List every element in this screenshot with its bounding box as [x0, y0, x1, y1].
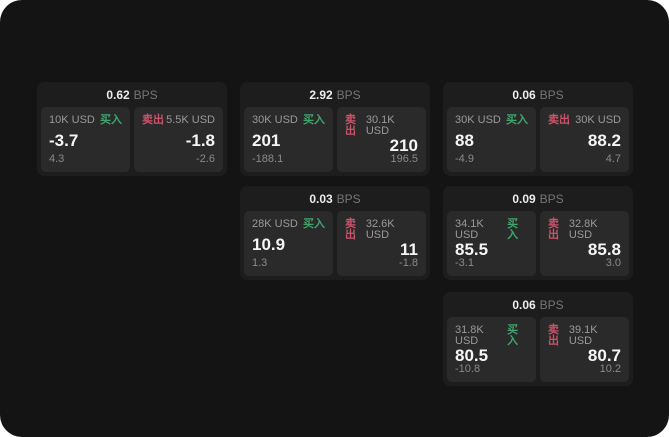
- quote-card: 0.09 BPS 34.1K USD 买入 85.5 -3.1 卖出 32.8K…: [443, 186, 633, 280]
- sell-delta: 4.7: [605, 153, 621, 165]
- buy-side-label: 买入: [506, 114, 528, 126]
- buy-panel[interactable]: 30K USD 买入 201 -188.1: [244, 107, 333, 172]
- buy-side-label: 买入: [100, 114, 122, 126]
- quote-card: 0.62 BPS 10K USD 买入 -3.7 4.3 卖出 5.5K USD…: [37, 82, 227, 176]
- sell-panel[interactable]: 卖出 32.6K USD 11 -1.8: [337, 211, 426, 276]
- buy-panel[interactable]: 34.1K USD 买入 85.5 -3.1: [447, 211, 536, 276]
- sell-delta: 3.0: [605, 257, 621, 269]
- sell-delta: -2.6: [196, 153, 215, 165]
- bps-unit-label: BPS: [539, 297, 564, 312]
- buy-price: 88: [455, 130, 474, 150]
- sell-delta: 10.2: [599, 363, 621, 375]
- sell-price: 11: [400, 240, 418, 259]
- buy-side-label: 买入: [507, 324, 519, 347]
- buy-side-label: 买入: [303, 218, 325, 230]
- buy-amount: 31.8K USD: [455, 324, 484, 347]
- buy-panel[interactable]: 30K USD 买入 88 -4.9: [447, 107, 536, 172]
- quote-card: 0.06 BPS 31.8K USD 买入 80.5 -10.8 卖出 39.1…: [443, 292, 633, 386]
- sell-amount: 30.1K USD: [365, 114, 395, 137]
- sell-price: 85.8: [587, 240, 621, 259]
- buy-delta: 4.3: [49, 153, 65, 165]
- buy-delta: -10.8: [455, 363, 481, 375]
- sell-price: 210: [389, 136, 418, 155]
- buy-delta: -188.1: [252, 153, 284, 165]
- sell-side-label: 卖出: [142, 114, 164, 126]
- sell-amount: 32.6K USD: [365, 218, 395, 241]
- bps-unit-label: BPS: [539, 191, 564, 206]
- buy-amount: 28K USD: [252, 218, 298, 230]
- buy-delta: 1.3: [252, 257, 268, 269]
- buy-delta: -3.1: [455, 257, 474, 269]
- bps-value: 0.03: [309, 191, 333, 206]
- bps-header: 0.06 BPS: [447, 82, 629, 107]
- sell-price: 80.7: [587, 346, 621, 365]
- sell-price: 88.2: [587, 130, 621, 150]
- buy-delta: -4.9: [455, 153, 474, 165]
- sell-side-label: 卖出: [345, 218, 356, 241]
- bps-header: 2.92 BPS: [244, 82, 426, 107]
- sell-price: -1.8: [185, 130, 215, 150]
- sell-delta: -1.8: [399, 257, 418, 269]
- sell-panel[interactable]: 卖出 30K USD 88.2 4.7: [540, 107, 629, 172]
- sell-panel[interactable]: 卖出 5.5K USD -1.8 -2.6: [134, 107, 223, 172]
- sell-amount: 39.1K USD: [568, 324, 598, 347]
- sell-side-label: 卖出: [548, 324, 559, 347]
- bps-unit-label: BPS: [539, 87, 564, 102]
- buy-price: 201: [252, 130, 281, 150]
- sell-amount: 30K USD: [575, 114, 621, 126]
- buy-panel[interactable]: 28K USD 买入 10.9 1.3: [244, 211, 333, 276]
- buy-amount: 34.1K USD: [455, 218, 484, 241]
- sell-panel[interactable]: 卖出 30.1K USD 210 196.5: [337, 107, 426, 172]
- quote-card: 0.06 BPS 30K USD 买入 88 -4.9 卖出 30K USD 8…: [443, 82, 633, 176]
- sell-side-label: 卖出: [548, 218, 559, 241]
- bps-header: 0.62 BPS: [41, 82, 223, 107]
- sell-side-label: 卖出: [345, 114, 356, 137]
- buy-price: 10.9: [252, 234, 286, 254]
- buy-panel[interactable]: 10K USD 买入 -3.7 4.3: [41, 107, 130, 172]
- buy-side-label: 买入: [303, 114, 325, 126]
- buy-amount: 10K USD: [49, 114, 95, 126]
- buy-amount: 30K USD: [455, 114, 501, 126]
- buy-amount: 30K USD: [252, 114, 298, 126]
- bps-header: 0.03 BPS: [244, 186, 426, 211]
- sell-panel[interactable]: 卖出 39.1K USD 80.7 10.2: [540, 317, 629, 382]
- quote-card: 0.03 BPS 28K USD 买入 10.9 1.3 卖出 32.6K US…: [240, 186, 430, 280]
- bps-unit-label: BPS: [336, 87, 361, 102]
- bps-value: 2.92: [309, 87, 333, 102]
- bps-value: 0.06: [512, 87, 536, 102]
- sell-delta: 196.5: [390, 153, 418, 165]
- buy-side-label: 买入: [507, 218, 519, 241]
- buy-panel[interactable]: 31.8K USD 买入 80.5 -10.8: [447, 317, 536, 382]
- bps-header: 0.06 BPS: [447, 292, 629, 317]
- quote-card: 2.92 BPS 30K USD 买入 201 -188.1 卖出 30.1K …: [240, 82, 430, 176]
- sell-panel[interactable]: 卖出 32.8K USD 85.8 3.0: [540, 211, 629, 276]
- sell-amount: 5.5K USD: [166, 114, 215, 126]
- bps-unit-label: BPS: [336, 191, 361, 206]
- bps-unit-label: BPS: [133, 87, 158, 102]
- bps-value: 0.62: [106, 87, 130, 102]
- buy-price: -3.7: [49, 130, 79, 150]
- buy-price: 80.5: [455, 346, 489, 365]
- bps-value: 0.09: [512, 191, 536, 206]
- sell-side-label: 卖出: [548, 114, 570, 126]
- sell-amount: 32.8K USD: [568, 218, 598, 241]
- buy-price: 85.5: [455, 240, 489, 259]
- bps-value: 0.06: [512, 297, 536, 312]
- bps-header: 0.09 BPS: [447, 186, 629, 211]
